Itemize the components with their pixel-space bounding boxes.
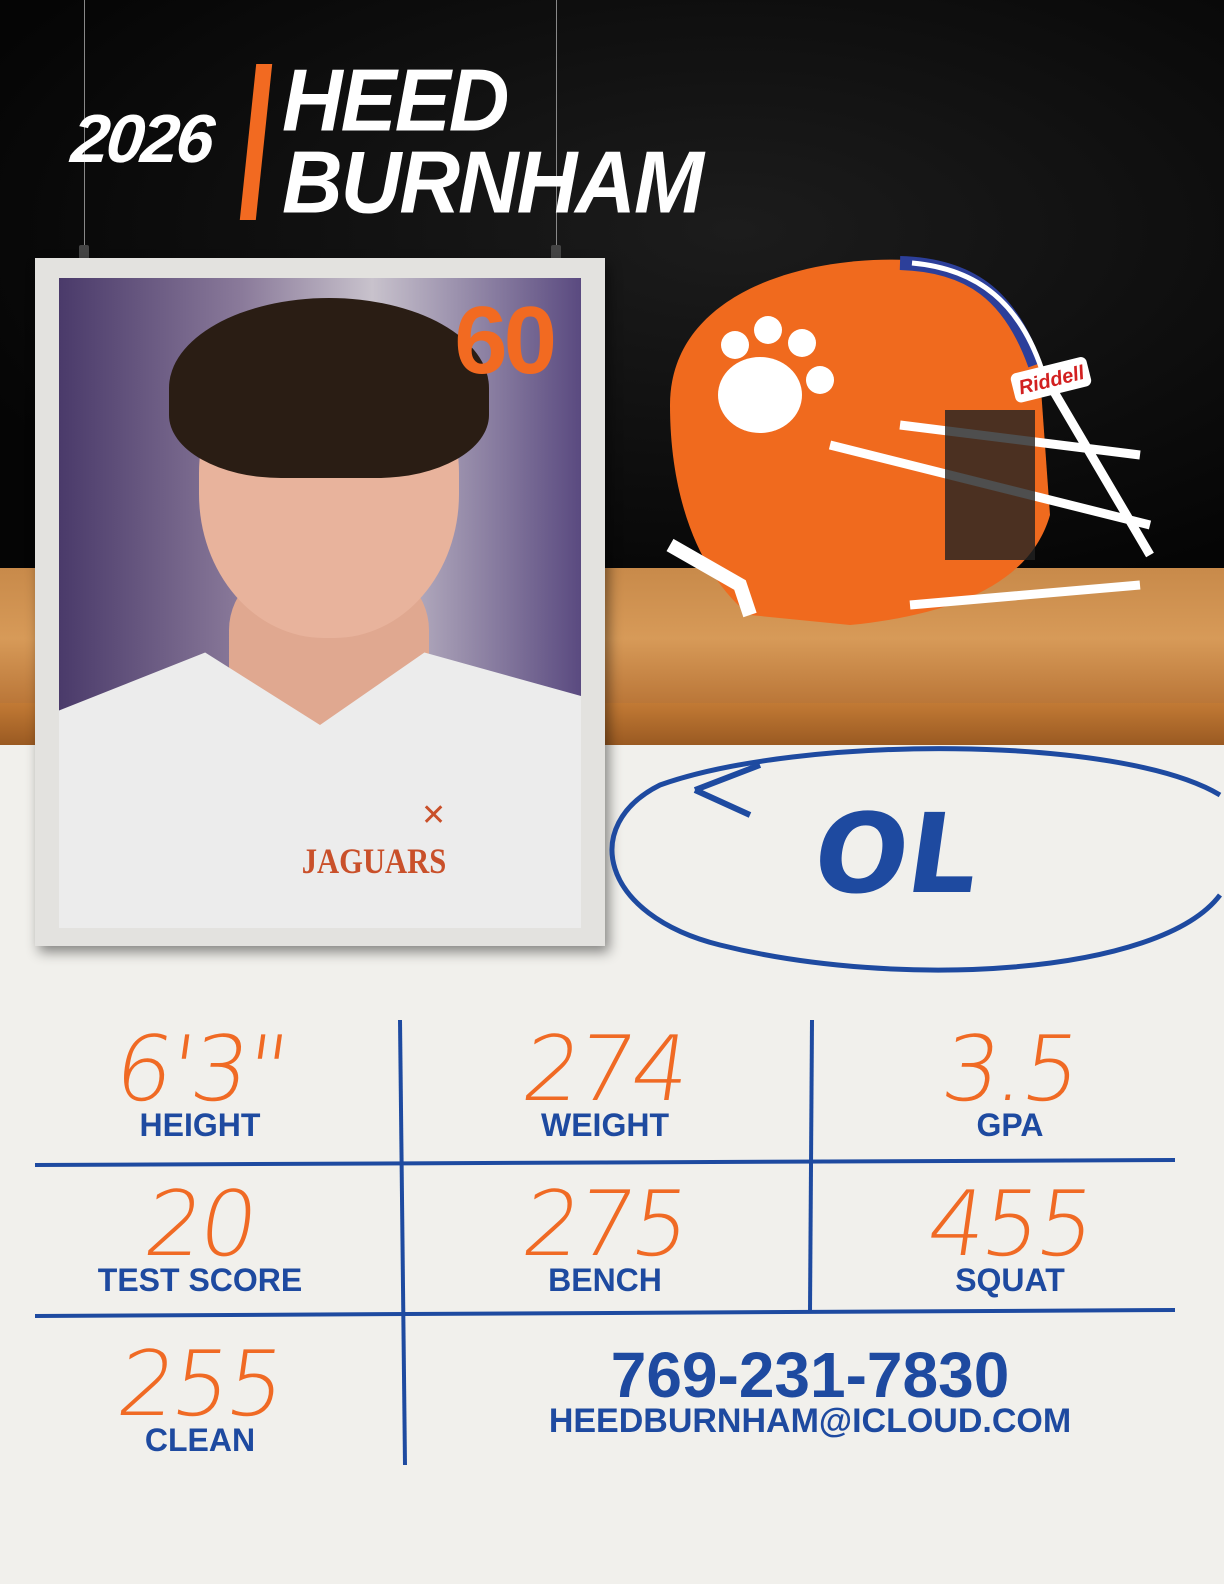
stat-gpa: 3.5 GPA (935, 1017, 1085, 1143)
stat-weight: 274 WEIGHT (516, 1017, 694, 1143)
under-armour-logo-icon: ✕ (421, 799, 447, 832)
stat-test-score: 20 TEST SCORE (97, 1172, 303, 1298)
jersey-text: JAGUARS (301, 841, 447, 881)
stat-clean: 255 CLEAN (111, 1332, 289, 1458)
football-helmet-icon: Riddell (666, 256, 1154, 625)
player-photo: ✕ JAGUARS 60 (59, 278, 581, 928)
hanging-wire (556, 0, 557, 250)
phone-number[interactable]: 769-231-7830 (610, 1339, 1010, 1411)
arrow-icon (693, 762, 762, 818)
hanging-wire (84, 0, 85, 250)
stat-height: 6'3" HEIGHT (108, 1017, 292, 1143)
player-photo-frame: ✕ JAGUARS 60 (35, 258, 605, 946)
clip-icon (79, 245, 89, 267)
email-address[interactable]: HEEDBURNHAM@ICLOUD.COM (548, 1402, 1072, 1440)
class-year: 2026 (68, 101, 216, 177)
clip-icon (551, 245, 561, 267)
position-label: OL (806, 790, 988, 918)
stat-squat: 455 SQUAT (921, 1172, 1099, 1298)
position-circle (609, 746, 1222, 973)
first-name: HEED (282, 50, 509, 150)
last-name: BURNHAM (282, 132, 704, 232)
jersey-number: 60 (454, 287, 557, 394)
stat-bench: 275 BENCH (516, 1172, 694, 1298)
